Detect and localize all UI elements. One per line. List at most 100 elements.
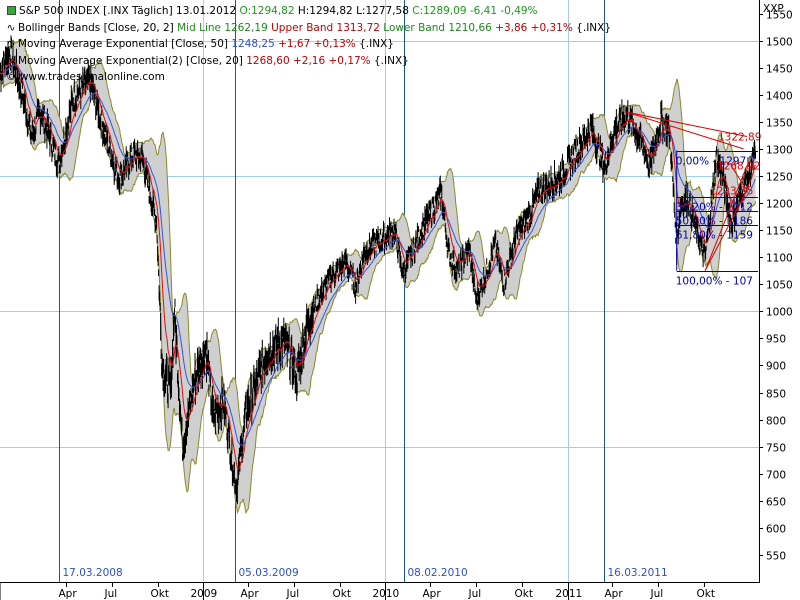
ema50-line [0, 64, 756, 446]
legend-ema20-name: Moving Average Exponential(2) [Close, 20… [18, 54, 243, 67]
price-bars [0, 35, 756, 505]
legend-open: O:1294,82 [239, 5, 295, 17]
line-indicator-icon: ∿ [6, 38, 16, 50]
x-tick-label: 2009 [191, 588, 218, 600]
y-tick-label: 850 [766, 389, 786, 401]
line-indicator-icon: ∿ [6, 54, 16, 67]
price-axis-symbol: XXP [763, 3, 784, 15]
legend-row-price: S&P 500 INDEX [.INX Täglich] 13.01.2012 … [6, 3, 611, 20]
price-series [0, 35, 756, 505]
x-tick-label: Jul [468, 588, 482, 600]
fibonacci-levels: 0,00% - 1297,7 38,20% - 1212 50,00% - 1186… [676, 150, 758, 288]
x-tick-label: Okt [333, 588, 351, 600]
trend-annotation: 1322,89 [718, 131, 761, 143]
fib-level-label: 50,00% - 1186 [676, 216, 754, 228]
y-tick-label: 1250 [766, 172, 793, 184]
legend-row-ema50: ∿ Moving Average Exponential [Close, 50] … [6, 36, 611, 53]
fib-level-label: 61,80% - 1159 [676, 230, 753, 242]
x-tick-label: Apr [605, 588, 624, 600]
legend-bollinger-lower: Lower Band 1210,66 [383, 21, 492, 34]
time-axis: Apr Jul Okt 2009 Apr Jul Okt 2010 Apr Jul Okt 2011 A… [59, 582, 715, 600]
line-indicator-icon: ∿ [6, 21, 16, 34]
y-tick-label: 1550 [766, 10, 793, 22]
legend-bollinger-suffix: {.INX} [576, 21, 612, 34]
x-tick-label: Okt [151, 588, 169, 600]
y-tick-label: 1050 [766, 280, 793, 292]
x-tick-label: Apr [423, 588, 442, 600]
legend-close: C:1289,09 [412, 5, 467, 17]
y-tick-label: 1150 [766, 226, 793, 238]
y-tick-label: 950 [766, 334, 786, 346]
y-tick-label: 1350 [766, 118, 793, 130]
legend-row-ema20: ∿ Moving Average Exponential(2) [Close, 2… [6, 53, 611, 70]
y-tick-label: 1100 [766, 253, 793, 265]
x-tick-label: Jul [286, 588, 300, 600]
legend-bollinger-upper: Upper Band 1313,72 [271, 21, 380, 34]
x-tick-label: Apr [241, 588, 260, 600]
y-tick-label: 750 [766, 443, 786, 455]
y-tick-label: 700 [766, 470, 786, 482]
legend-low: L:1277,58 [356, 5, 409, 17]
candle-icon [7, 6, 16, 15]
legend-bollinger-mid: Mid Line 1262,19 [177, 21, 268, 34]
legend-ema20-change: +2,16 +0,17% [292, 54, 371, 67]
legend-high: H:1294,82 [297, 5, 353, 17]
y-tick-label: 1450 [766, 64, 793, 76]
x-tick-label: Jul [104, 588, 118, 600]
date-marker-label: 17.03.2008 [63, 567, 123, 579]
y-tick-label: 600 [766, 524, 786, 536]
moving-averages [0, 57, 756, 470]
legend-ema50-name: Moving Average Exponential [Close, 50] [18, 38, 228, 50]
legend-ema50-change: +1,67 +0,13% [278, 38, 356, 50]
y-tick-label: 1200 [766, 199, 793, 211]
legend: S&P 500 INDEX [.INX Täglich] 13.01.2012 … [6, 3, 611, 86]
date-marker-label: 08.02.2010 [408, 567, 468, 579]
legend-bollinger-change: +3,86 +0,31% [495, 21, 573, 34]
y-tick-label: 550 [766, 551, 786, 563]
date-marker-label: 05.03.2009 [239, 567, 299, 579]
fib-level-label: 38,20% - 1212 [676, 202, 753, 214]
x-tick-label: Okt [515, 588, 533, 600]
trendline-cross [730, 165, 748, 191]
trendline-channel [626, 111, 744, 150]
plot-frame [0, 0, 760, 600]
trendlines: 1322,89 1268,92 1223,55 [626, 111, 761, 271]
ema20-line [0, 57, 756, 470]
x-tick-label: 2010 [373, 588, 400, 600]
legend-row-copyright: © www.tradesignalonline.com [6, 69, 611, 86]
date-markers: 17.03.2008 05.03.2009 08.02.2010 16.03.2011 [59, 0, 668, 582]
trendline-upper [626, 111, 748, 137]
fib-level-label: 100,00% - 107 [676, 276, 753, 288]
trend-annotation: 1223,55 [710, 185, 753, 197]
fib-level-label: 0,00% - 1297,7 [676, 156, 757, 168]
legend-instrument: S&P 500 INDEX [.INX Täglich] [19, 5, 173, 17]
trendline-support-2 [704, 190, 748, 271]
price-axis: 550 600 650 700 750 800 850 900 950 1000 1050 1100 1… [759, 10, 793, 563]
legend-change-pct: -0,49% [500, 5, 538, 17]
trendline-support [704, 165, 748, 271]
legend-bollinger-name: Bollinger Bands [Close, 20, 2] [18, 21, 174, 34]
legend-ema50-suffix: {.INX} [359, 38, 394, 50]
x-tick-label: Jul [650, 588, 664, 600]
y-tick-label: 1500 [766, 37, 793, 49]
copyright-text: © www.tradesignalonline.com [6, 71, 165, 83]
date-marker-label: 16.03.2011 [608, 567, 668, 579]
y-tick-label: 1000 [766, 307, 793, 319]
trend-annotation: 1268,92 [717, 161, 760, 173]
x-tick-label: Okt [697, 588, 715, 600]
legend-ema20-suffix: {.INX} [374, 54, 409, 67]
y-tick-label: 1300 [766, 145, 793, 157]
legend-ema50-value: 1248,25 [231, 38, 275, 50]
y-tick-label: 900 [766, 361, 786, 373]
legend-ema20-value: 1268,60 [246, 54, 290, 67]
y-tick-label: 800 [766, 416, 786, 428]
legend-change: -6,41 [469, 5, 498, 17]
x-tick-label: 2011 [556, 588, 583, 600]
y-tick-label: 650 [766, 497, 786, 509]
plot-background [0, 0, 759, 582]
bollinger-fill [0, 39, 756, 513]
legend-row-bollinger: ∿ Bollinger Bands [Close, 20, 2] Mid Line… [6, 20, 611, 37]
y-tick-label: 1400 [766, 91, 793, 103]
bollinger-lower [0, 73, 756, 515]
